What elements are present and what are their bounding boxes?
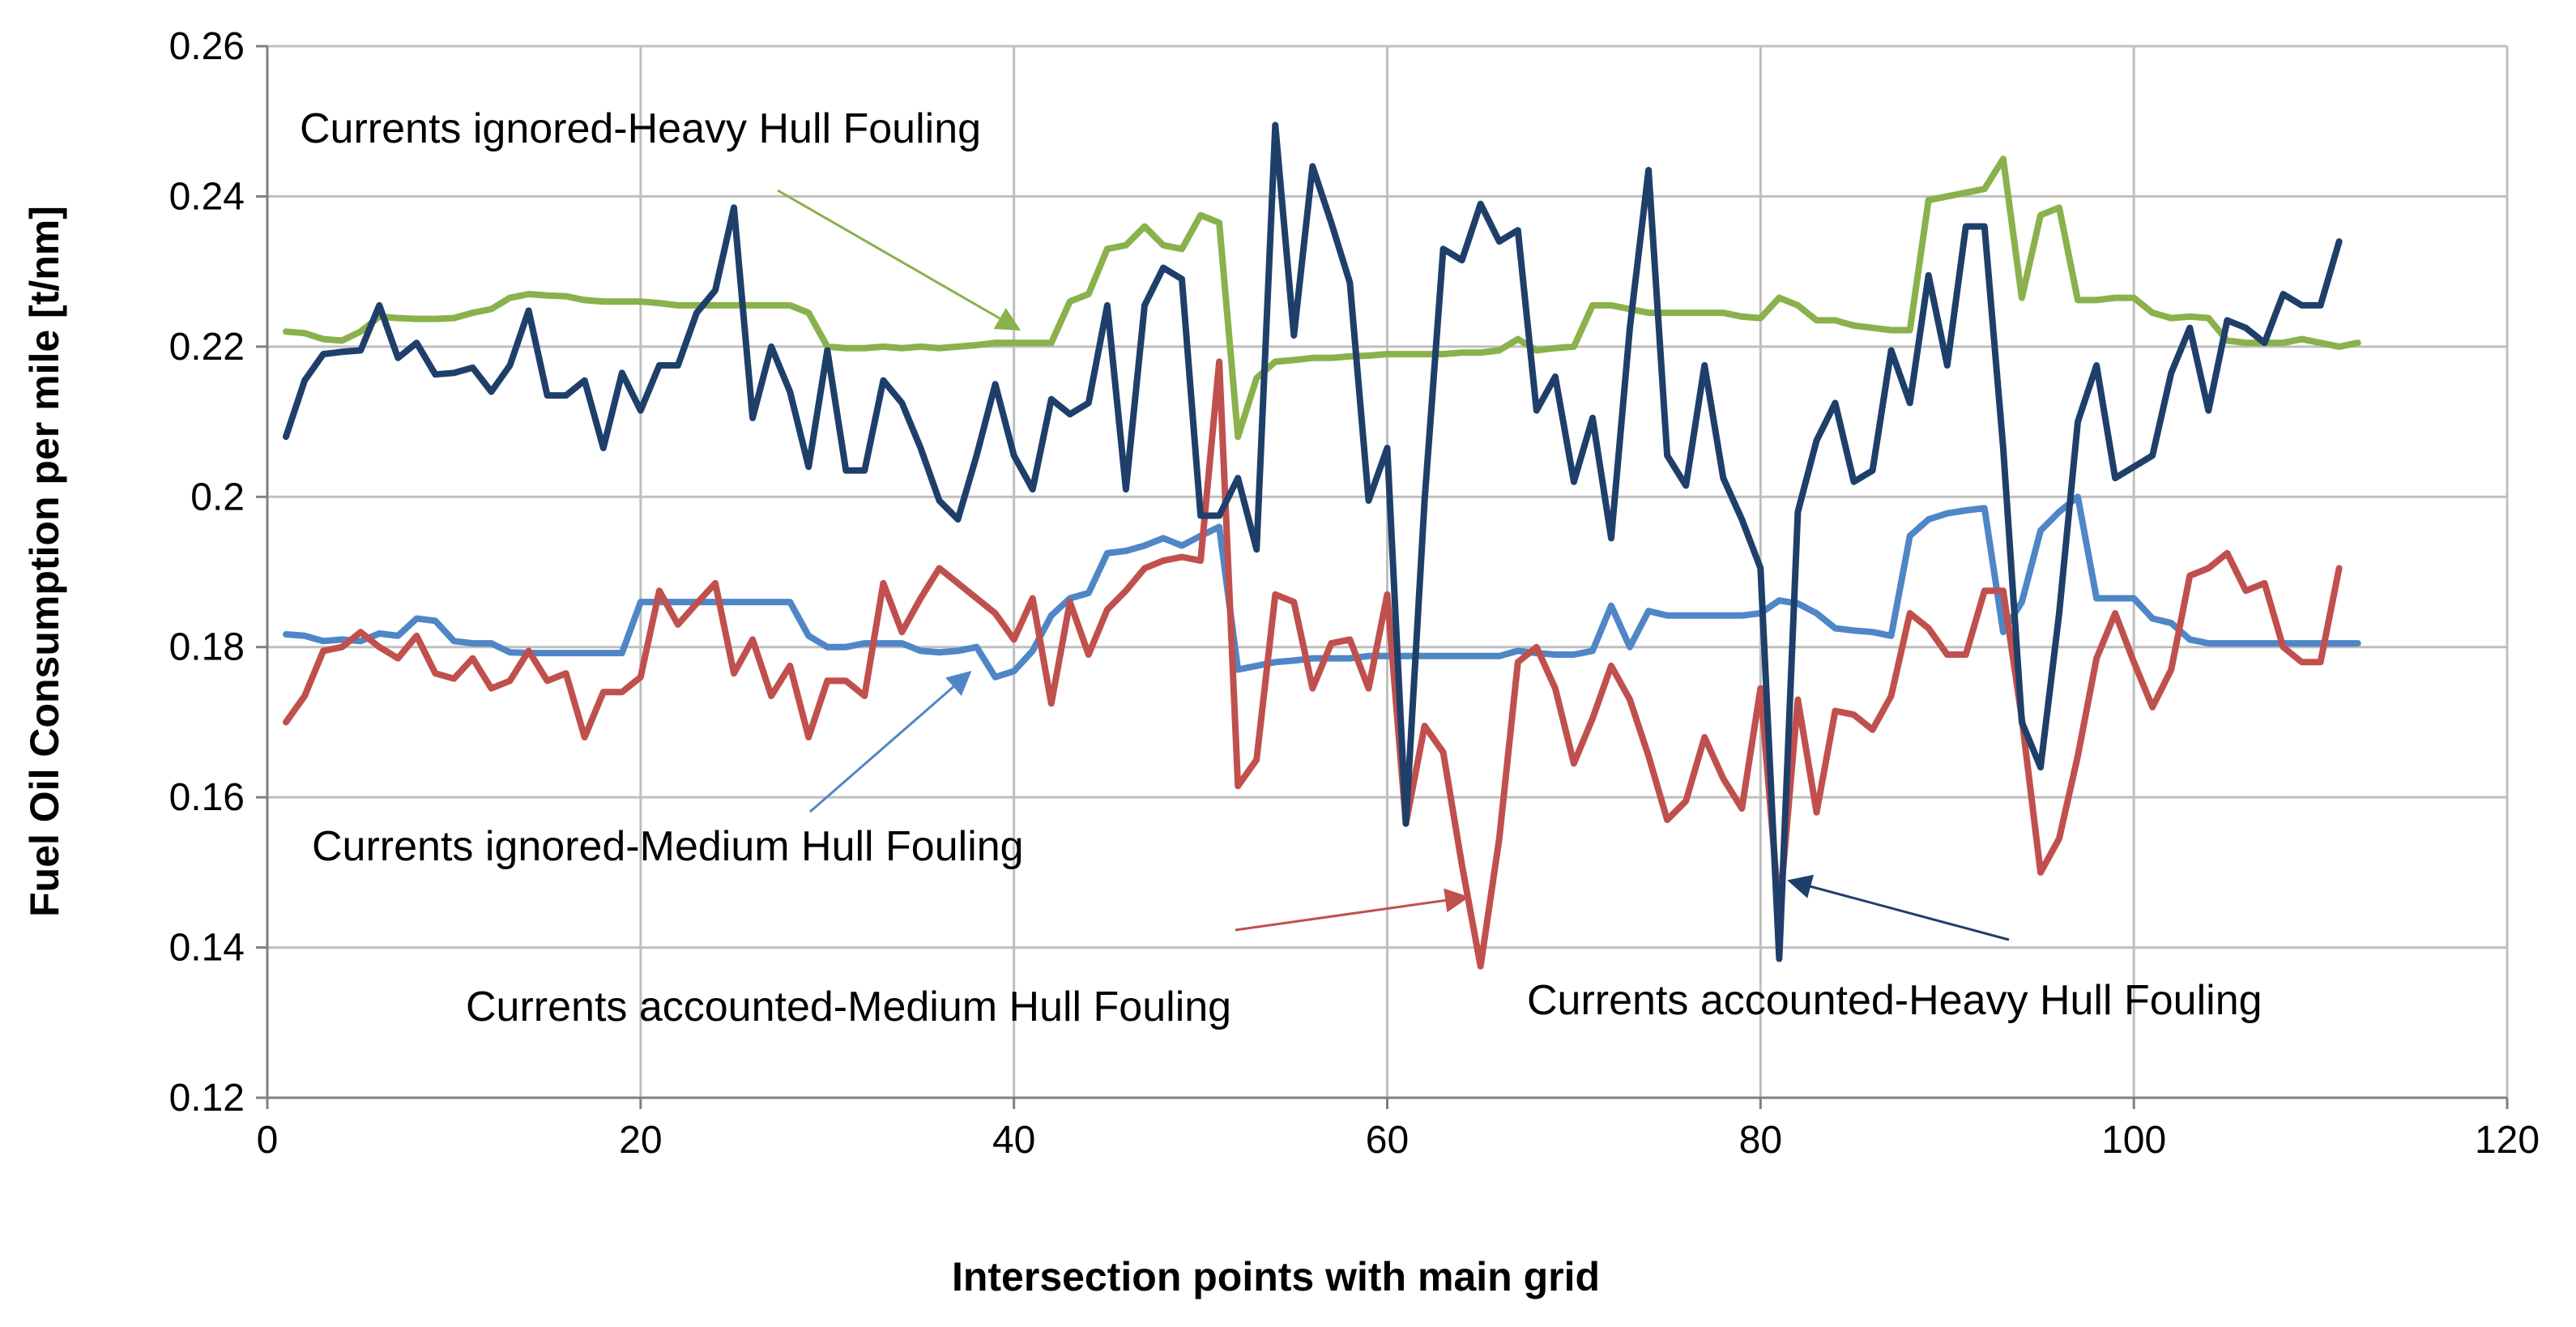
x-tick-label: 100 [2101,1119,2166,1162]
y-tick-label: 0.14 [169,927,245,970]
annotation-label-ignored-heavy: Currents ignored-Heavy Hull Fouling [300,105,981,152]
annotation-label-accounted-medium: Currents accounted-Medium Hull Fouling [466,984,1231,1030]
annotation-arrow-accounted-medium [1235,888,1469,932]
x-tick-label: 0 [257,1119,279,1162]
y-tick-label: 0.24 [169,175,245,218]
x-axis-title: Intersection points with main grid [952,1254,1600,1299]
y-tick-label: 0.18 [169,626,245,669]
x-tick-label: 40 [992,1119,1035,1162]
series-line-currents-ignored-medium-hull-fouling [283,493,2361,681]
y-tick-label: 0.2 [190,476,245,518]
y-tick-label: 0.22 [169,326,245,369]
y-tick-label: 0.16 [169,776,245,819]
x-tick-label: 80 [1739,1119,1782,1162]
annotation-arrow-accounted-heavy [1787,874,2010,941]
y-tick-label: 0.12 [169,1077,245,1120]
y-tick-label: 0.26 [169,25,245,68]
x-tick-label: 60 [1366,1119,1409,1162]
series-line-currents-ignored-heavy-hull-fouling [283,156,2361,441]
y-axis-tick-labels: 0.12 0.14 0.16 0.18 0.2 0.22 0.24 0.26 [169,25,245,1120]
annotation-label-accounted-heavy: Currents accounted-Heavy Hull Fouling [1527,977,2263,1024]
y-axis-title: Fuel Oil Consumption per mile [t/nm] [22,206,67,917]
annotation-label-ignored-medium: Currents ignored-Medium Hull Fouling [312,823,1024,870]
series-line-currents-accounted-heavy-hull-fouling [283,122,2343,962]
series-line-currents-accounted-medium-hull-fouling [283,358,2343,970]
annotation-arrow-ignored-medium [809,671,972,813]
x-tick-label: 120 [2475,1119,2540,1162]
annotations: Currents ignored-Heavy Hull Fouling Curr… [300,105,2263,1030]
x-axis-tick-labels: 0 20 40 60 80 100 120 [257,1119,2540,1162]
x-tick-label: 20 [619,1119,662,1162]
axes [256,45,2509,1109]
annotation-arrow-ignored-heavy [777,189,1021,331]
series-lines [283,122,2361,970]
grid-lines [266,45,2509,1099]
